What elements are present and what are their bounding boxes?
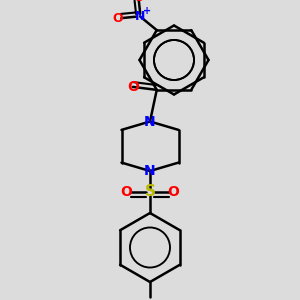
Text: -: -	[142, 0, 148, 1]
Text: O: O	[121, 185, 133, 199]
Text: O: O	[112, 12, 123, 25]
Text: S: S	[145, 184, 155, 200]
Text: N: N	[144, 115, 156, 128]
Text: O: O	[134, 0, 144, 4]
Text: N: N	[144, 164, 156, 178]
Text: +: +	[143, 6, 151, 16]
Text: O: O	[167, 185, 179, 199]
Text: O: O	[127, 80, 139, 94]
Text: N: N	[135, 10, 146, 23]
